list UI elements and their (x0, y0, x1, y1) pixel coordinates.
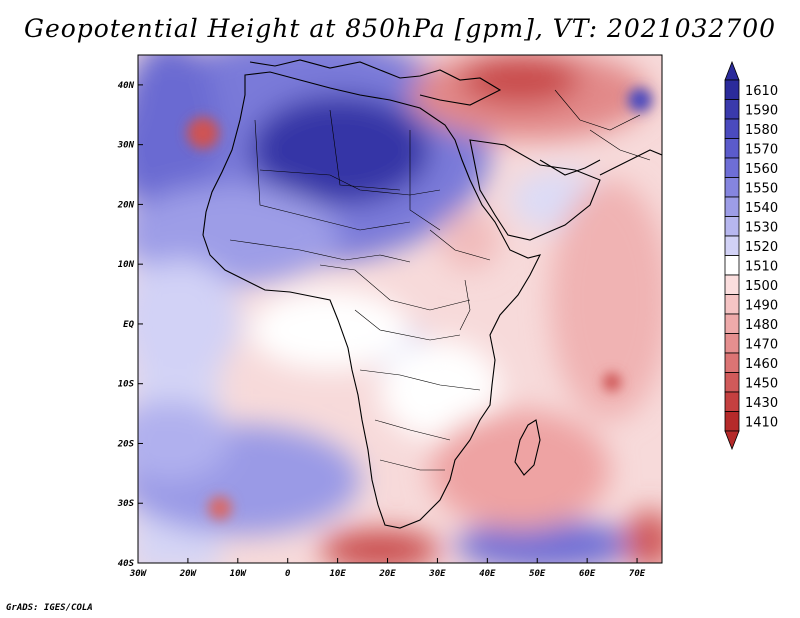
colorbar-label: 1530 (745, 220, 778, 235)
colorbar-label: 1590 (745, 103, 778, 118)
colorbar-label: 1610 (745, 84, 778, 99)
height-field (138, 55, 662, 563)
colorbar-label: 1580 (745, 123, 778, 138)
persian-gulf (539, 159, 601, 176)
lat-label: 30N (117, 141, 135, 151)
madagascar (514, 419, 541, 476)
colorbar-label: 1460 (745, 357, 778, 372)
colorbar-segment (724, 216, 740, 237)
colorbar-segment (724, 235, 740, 256)
colorbar-label: 1430 (745, 396, 778, 411)
lat-label: 20S (117, 439, 135, 449)
lon-label: 10W (230, 569, 248, 579)
lat-label: 40S (118, 559, 135, 569)
europe-coastline (249, 59, 502, 106)
colorbar-label: 1410 (745, 415, 778, 430)
lat-label: 40N (118, 81, 135, 91)
lat-label: 20N (117, 200, 135, 210)
colorbar-label: 1570 (745, 142, 778, 157)
lon-label: 10E (329, 569, 346, 579)
colorbar-segment (724, 294, 740, 315)
arabia-coastline (469, 139, 601, 241)
colorbar-segment (724, 313, 740, 334)
colorbar-segment (724, 138, 740, 159)
coastlines (202, 59, 662, 529)
colorbar-segment (724, 274, 740, 295)
africa-coastline (202, 71, 542, 529)
colorbar-segment (724, 255, 740, 276)
lon-label: 70E (629, 569, 646, 579)
map-frame (137, 54, 663, 564)
colorbar-segment (724, 411, 740, 432)
lon-label: 40E (479, 569, 496, 579)
colorbar-label: 1480 (745, 318, 778, 333)
colorbar-segment (724, 60, 740, 81)
lat-label: 10S (118, 380, 135, 390)
colorbar-label: 1500 (745, 279, 778, 294)
colorbar-segment (724, 333, 740, 354)
colorbar-segment (724, 99, 740, 120)
colorbar-segment (724, 430, 740, 451)
colorbar-label: 1470 (745, 337, 778, 352)
country-borders (229, 89, 651, 471)
colorbar-segment (724, 177, 740, 198)
lat-label: 10N (118, 260, 135, 270)
latitude-axis: 40N 30N 20N 10N EQ 10S 20S 30S 40S (117, 81, 143, 569)
colorbar-label: 1450 (745, 376, 778, 391)
colorbar-segment (724, 372, 740, 393)
colorbar-segment (724, 157, 740, 178)
chart-title: Geopotential Height at 850hPa [gpm], VT:… (23, 14, 777, 43)
colorbar-label: 1510 (745, 259, 778, 274)
colorbar-segment (724, 391, 740, 412)
lat-label: EQ (123, 320, 134, 330)
colorbar: 1610 1590 1580 1570 1560 1550 1540 1530 1520 1510… (724, 60, 778, 451)
lon-label: 20W (179, 569, 198, 579)
colorbar-segment (724, 79, 740, 100)
credit-text: GrADS: IGES/COLA (6, 603, 93, 613)
colorbar-label: 1550 (745, 181, 778, 196)
lon-label: 30W (129, 569, 148, 579)
colorbar-label: 1560 (745, 162, 778, 177)
colorbar-segment (724, 196, 740, 217)
colorbar-segment (724, 118, 740, 139)
lon-label: 20E (378, 569, 396, 579)
lon-label: 60E (579, 569, 596, 579)
asia-coast (599, 149, 662, 176)
colorbar-label: 1520 (745, 240, 778, 255)
colorbar-segment (724, 352, 740, 373)
lat-label: 30S (117, 499, 135, 509)
longitude-axis: 30W 20W 10W 0 10E 20E 30E 40E 50E 60E 70E (129, 558, 646, 579)
colorbar-label: 1490 (745, 298, 778, 313)
lon-label: 0 (285, 569, 291, 579)
lon-label: 50E (529, 569, 546, 579)
lon-label: 30E (428, 569, 446, 579)
colorbar-label: 1540 (745, 201, 778, 216)
